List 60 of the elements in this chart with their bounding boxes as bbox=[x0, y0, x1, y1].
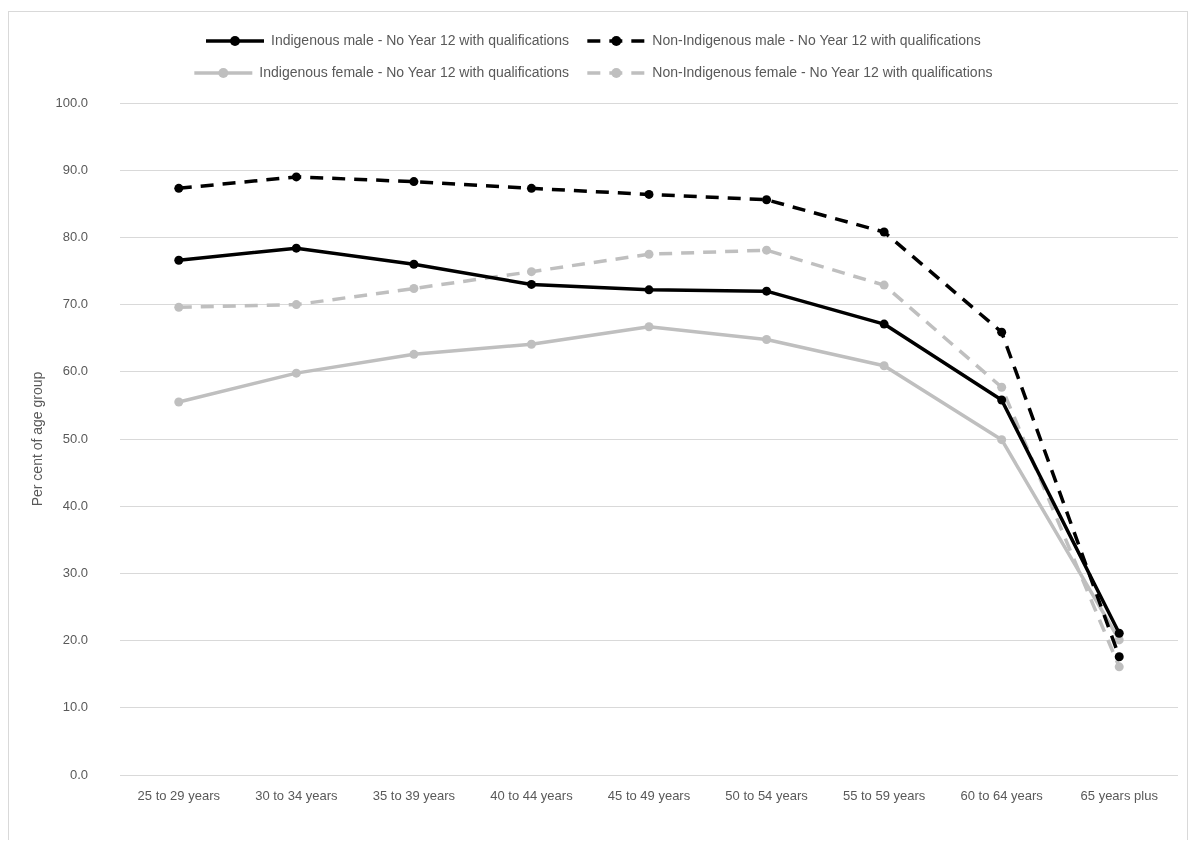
point bbox=[526, 279, 536, 289]
point bbox=[409, 283, 419, 293]
point bbox=[997, 382, 1007, 392]
y-tick-label: 10.0 bbox=[62, 699, 88, 715]
x-tick-label: 30 to 34 years bbox=[255, 788, 339, 804]
point bbox=[174, 183, 184, 193]
y-tick-label: 90.0 bbox=[62, 161, 88, 177]
y-tick-label: 20.0 bbox=[62, 632, 88, 648]
legend-label: Non-Indigenous male - No Year 12 with qualifications bbox=[652, 31, 981, 48]
y-tick-label: 80.0 bbox=[62, 228, 88, 244]
point bbox=[174, 302, 184, 312]
point bbox=[174, 397, 184, 407]
point bbox=[1114, 652, 1124, 662]
point bbox=[291, 172, 301, 182]
point bbox=[762, 286, 772, 296]
point bbox=[409, 177, 419, 187]
x-tick-label: 35 to 39 years bbox=[372, 788, 456, 804]
point bbox=[762, 195, 772, 205]
y-tick-label: 100.0 bbox=[55, 94, 88, 110]
point bbox=[644, 322, 654, 332]
point bbox=[879, 361, 889, 371]
point bbox=[644, 285, 654, 295]
point bbox=[997, 395, 1007, 405]
x-tick-label: 50 to 54 years bbox=[725, 788, 809, 804]
x-tick-label: 40 to 44 years bbox=[490, 788, 574, 804]
point bbox=[879, 280, 889, 290]
x-tick-label: 55 to 59 years bbox=[842, 788, 926, 804]
y-tick-label: 50.0 bbox=[62, 430, 88, 446]
point bbox=[409, 349, 419, 359]
legend-label: Non-Indigenous female - No Year 12 with qualifications bbox=[652, 63, 993, 80]
y-tick-label: 70.0 bbox=[62, 296, 88, 312]
point bbox=[291, 368, 301, 378]
point bbox=[997, 435, 1007, 445]
x-tick-label: 60 to 64 years bbox=[960, 788, 1044, 804]
point bbox=[879, 319, 889, 329]
point bbox=[174, 255, 184, 265]
point bbox=[762, 335, 772, 345]
y-tick-label: 30.0 bbox=[62, 564, 88, 580]
point bbox=[291, 300, 301, 310]
point bbox=[409, 259, 419, 269]
point bbox=[1114, 628, 1124, 638]
y-tick-label: 0.0 bbox=[69, 766, 88, 782]
point bbox=[526, 339, 536, 349]
point bbox=[997, 327, 1007, 337]
point bbox=[644, 189, 654, 199]
y-axis-title: Per cent of age group bbox=[29, 371, 46, 507]
y-tick-label: 40.0 bbox=[62, 497, 88, 513]
point bbox=[526, 267, 536, 277]
x-tick-label: 65 years plus bbox=[1080, 788, 1159, 804]
legend-label: Indigenous male - No Year 12 with qualifications bbox=[271, 31, 570, 48]
point bbox=[526, 183, 536, 193]
y-tick-label: 60.0 bbox=[62, 363, 88, 379]
point bbox=[879, 227, 889, 237]
legend-label: Indigenous female - No Year 12 with qualifications bbox=[259, 63, 570, 80]
point bbox=[762, 245, 772, 255]
x-tick-label: 45 to 49 years bbox=[607, 788, 691, 804]
point bbox=[291, 243, 301, 253]
point bbox=[644, 249, 654, 259]
point bbox=[1114, 662, 1124, 672]
x-tick-label: 25 to 29 years bbox=[137, 788, 221, 804]
